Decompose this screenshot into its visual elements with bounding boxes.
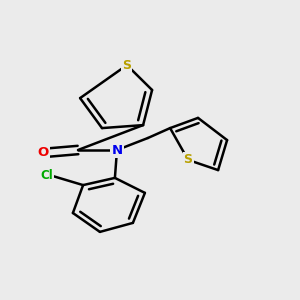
Text: O: O [37, 146, 49, 160]
Text: Cl: Cl [40, 169, 53, 182]
Text: N: N [111, 143, 123, 157]
Text: S: S [122, 58, 131, 72]
Text: S: S [184, 153, 193, 167]
